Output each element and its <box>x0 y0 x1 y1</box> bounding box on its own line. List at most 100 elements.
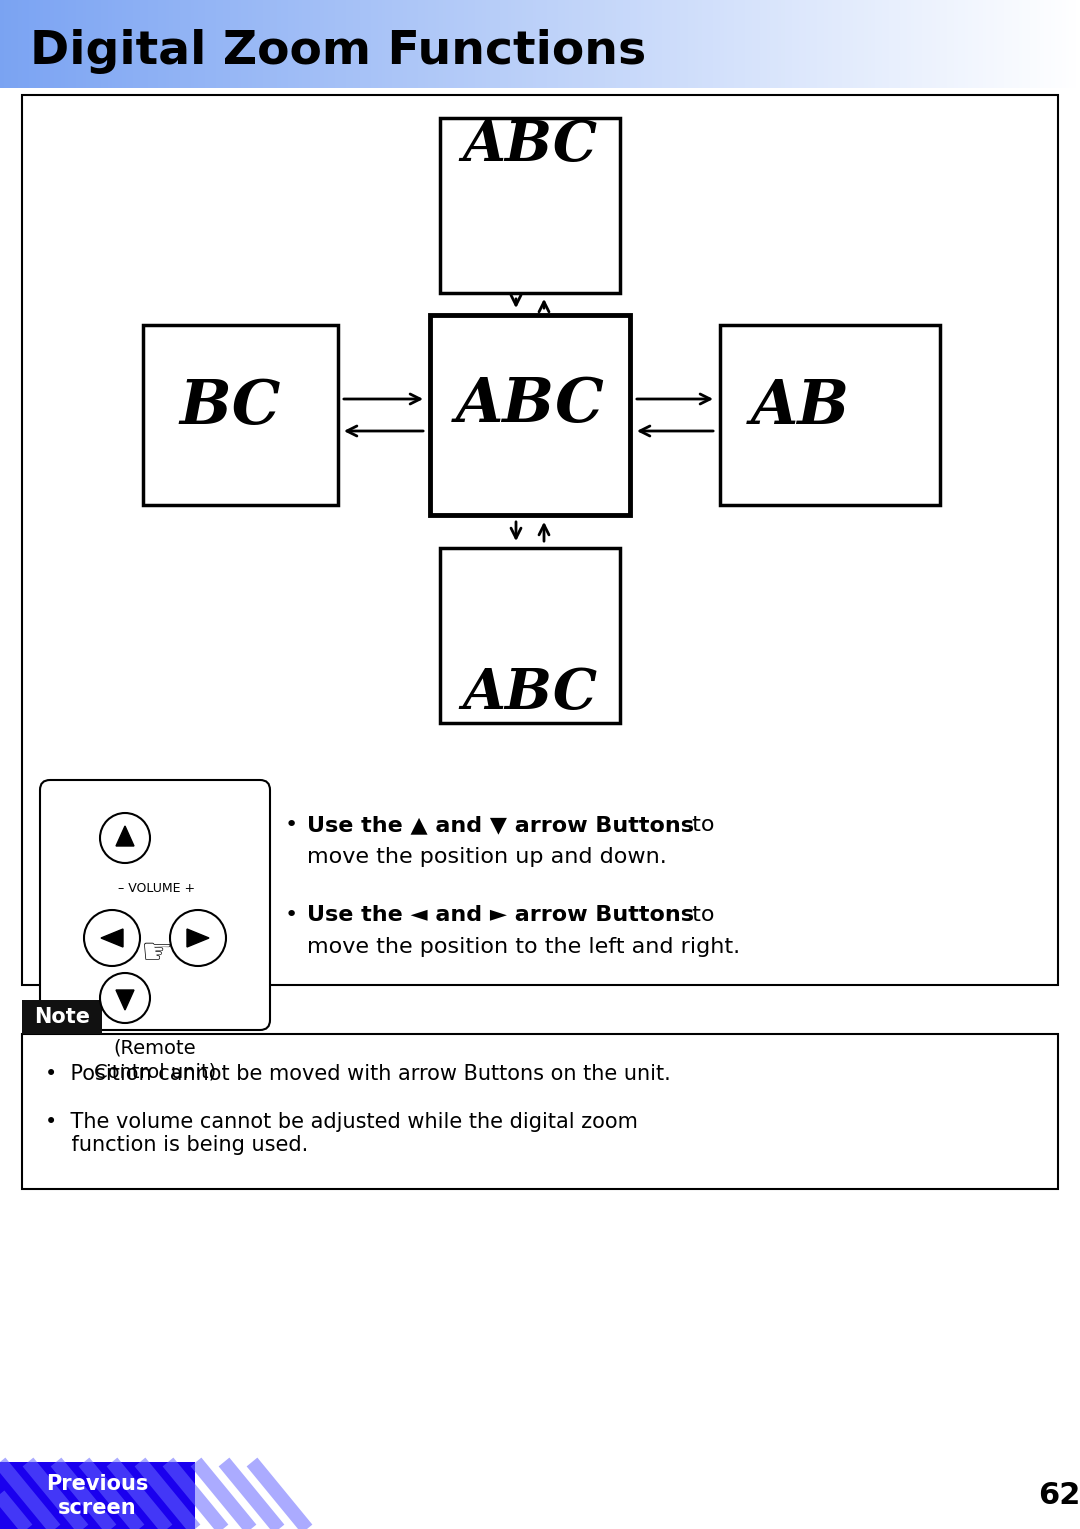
Bar <box>785 0 789 89</box>
Bar <box>108 0 112 89</box>
Bar <box>327 0 333 89</box>
Bar <box>940 0 944 89</box>
Text: •  The volume cannot be adjusted while the digital zoom
    function is being us: • The volume cannot be adjusted while th… <box>45 1112 638 1156</box>
Bar <box>832 0 836 89</box>
Bar <box>580 0 584 89</box>
Bar <box>65 0 69 89</box>
Bar <box>1062 0 1067 89</box>
Bar <box>446 0 451 89</box>
Bar <box>565 0 570 89</box>
Bar <box>810 0 814 89</box>
Bar <box>724 0 728 89</box>
Bar <box>875 0 879 89</box>
Bar <box>241 0 246 89</box>
Bar <box>594 0 598 89</box>
Bar <box>292 0 296 89</box>
Bar <box>14 0 19 89</box>
Bar <box>270 0 274 89</box>
Bar <box>727 0 732 89</box>
Bar <box>489 0 495 89</box>
Polygon shape <box>102 930 123 946</box>
Bar <box>586 0 592 89</box>
Bar <box>882 0 887 89</box>
Bar <box>792 0 797 89</box>
Bar <box>170 0 174 89</box>
Bar <box>907 0 912 89</box>
Bar <box>878 0 883 89</box>
Bar <box>100 0 106 89</box>
Bar <box>677 0 681 89</box>
Bar <box>1048 0 1052 89</box>
Bar <box>0 0 4 89</box>
Bar <box>921 0 927 89</box>
Bar <box>432 0 436 89</box>
Bar <box>548 0 552 89</box>
Bar <box>184 0 188 89</box>
Bar <box>583 0 588 89</box>
Bar <box>133 0 138 89</box>
Bar <box>8 0 12 89</box>
Bar <box>915 0 919 89</box>
Bar <box>457 0 462 89</box>
Circle shape <box>170 910 226 966</box>
Bar <box>284 0 289 89</box>
Bar <box>475 0 480 89</box>
Bar <box>511 0 516 89</box>
Bar <box>116 0 120 89</box>
Text: •: • <box>285 815 298 835</box>
Bar <box>213 0 217 89</box>
Bar <box>472 0 476 89</box>
Bar <box>522 0 527 89</box>
Bar <box>0 1462 195 1529</box>
Bar <box>558 0 563 89</box>
Text: ☞: ☞ <box>140 936 173 969</box>
FancyBboxPatch shape <box>40 780 270 1031</box>
Bar <box>440 0 444 89</box>
Bar <box>602 0 606 89</box>
Bar <box>381 0 387 89</box>
Bar <box>36 0 41 89</box>
Bar <box>97 0 102 89</box>
Bar <box>435 0 441 89</box>
Bar <box>526 0 530 89</box>
Bar <box>705 0 711 89</box>
Text: Use the ▲ and ▼ arrow Buttons: Use the ▲ and ▼ arrow Buttons <box>307 815 694 835</box>
Bar <box>79 0 84 89</box>
Bar <box>187 0 192 89</box>
Bar <box>634 0 638 89</box>
Bar <box>986 0 991 89</box>
Bar <box>551 0 555 89</box>
Bar <box>656 0 660 89</box>
Bar <box>440 118 620 294</box>
Bar <box>861 0 865 89</box>
Bar <box>51 0 55 89</box>
Bar <box>46 0 52 89</box>
Bar <box>230 0 235 89</box>
Bar <box>813 0 819 89</box>
Bar <box>140 0 145 89</box>
Bar <box>202 0 206 89</box>
Bar <box>774 0 779 89</box>
Bar <box>612 0 617 89</box>
Bar <box>342 0 347 89</box>
Bar <box>410 0 415 89</box>
Bar <box>208 0 214 89</box>
Bar <box>321 0 325 89</box>
Bar <box>713 0 717 89</box>
Bar <box>238 0 242 89</box>
Bar <box>234 0 239 89</box>
Bar <box>872 0 876 89</box>
Bar <box>176 0 181 89</box>
Bar <box>281 0 285 89</box>
Bar <box>504 0 509 89</box>
Bar <box>936 0 941 89</box>
Bar <box>753 0 757 89</box>
Bar <box>11 0 15 89</box>
Bar <box>3 0 9 89</box>
Bar <box>122 0 127 89</box>
Bar <box>1058 0 1063 89</box>
Polygon shape <box>116 826 134 846</box>
Bar <box>370 0 376 89</box>
Bar <box>770 0 775 89</box>
Bar <box>400 0 404 89</box>
